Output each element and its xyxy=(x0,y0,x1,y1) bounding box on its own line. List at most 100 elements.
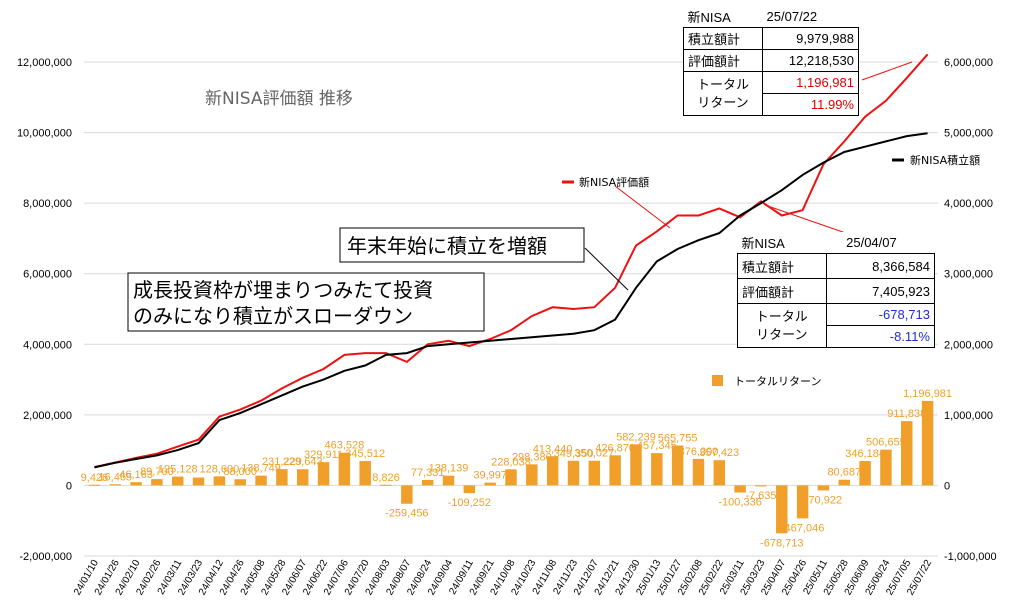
bar xyxy=(796,485,809,519)
table-latest-row-value: 9,979,988 xyxy=(762,27,859,50)
leader-latest xyxy=(861,61,913,81)
table-0407-row-label: 積立額計 xyxy=(737,253,827,279)
bar xyxy=(463,485,476,494)
table-latest-row-value: 12,218,530 xyxy=(762,49,859,72)
bar xyxy=(88,484,101,486)
legend-return: トータルリターン xyxy=(712,375,821,388)
bar-data-label: 1,196,981 xyxy=(903,388,952,400)
return-label-1: トータル xyxy=(755,308,808,324)
bar-data-label: 125,128 xyxy=(158,464,198,476)
table-latest: 新NISA 25/07/22 積立額計 9,979,988 評価額計 12,21… xyxy=(682,6,859,116)
bar xyxy=(296,469,309,486)
bar xyxy=(380,484,392,486)
bar-data-label: 231,229 xyxy=(262,456,302,468)
bar-data-label: 346,184 xyxy=(845,448,885,460)
bar xyxy=(109,484,121,486)
bar xyxy=(234,479,246,486)
table-latest-date: 25/07/22 xyxy=(766,9,818,24)
bar xyxy=(567,460,580,486)
table-0407-return-pct: -8.11% xyxy=(825,325,936,348)
callout-year-end: 年末年始に積立を増額 xyxy=(339,227,629,291)
bar-data-label: 9,426 xyxy=(81,472,109,484)
bar-data-label: 457,345 xyxy=(637,440,677,452)
legend-tsumitate-label: 新NISA積立額 xyxy=(910,153,980,167)
legend-hyoka-label: 新NISA評価額 xyxy=(579,175,649,189)
table-0407-return-value: -678,713 xyxy=(825,303,936,326)
bar-data-label: 16,465 xyxy=(98,471,132,483)
bar xyxy=(172,476,184,486)
left-axis-tick: 10,000,000 xyxy=(17,128,72,140)
bar xyxy=(921,400,934,486)
bar-data-label: 565,755 xyxy=(658,433,698,445)
bar-data-label: 88,000 xyxy=(223,466,257,478)
right-axis-tick: 3,000,000 xyxy=(944,269,993,281)
bar-data-label: 298,380 xyxy=(512,451,552,463)
bar xyxy=(880,449,892,486)
bar-data-label: 77,331 xyxy=(411,467,445,479)
bar xyxy=(755,485,767,487)
bar xyxy=(901,421,913,486)
right-axis-tick: 6,000,000 xyxy=(944,57,993,69)
table-0407: 新NISA 25/04/07 積立額計 8,366,584 評価額計 7,405… xyxy=(737,232,936,348)
bar-data-label: -7,635 xyxy=(745,490,776,502)
bar xyxy=(546,456,559,486)
table-latest-row-label: 評価額計 xyxy=(682,49,764,72)
bar-data-label: 138,749 xyxy=(241,463,281,475)
bar-data-label: -467,046 xyxy=(781,522,824,534)
table-latest-label: 新NISA xyxy=(687,10,731,25)
table-latest-return-pct: 11.99% xyxy=(762,93,859,116)
bar-data-label: -100,336 xyxy=(718,497,761,509)
bar xyxy=(838,479,850,486)
left-axis-tick: 12,000,000 xyxy=(17,57,72,69)
bar xyxy=(442,475,455,486)
table-0407-row-value: 7,405,923 xyxy=(825,278,936,304)
right-axis-tick: 4,000,000 xyxy=(944,198,993,210)
bar xyxy=(151,479,163,486)
chart-title: 新NISA評価額 推移 xyxy=(205,89,353,109)
left-axis-tick: 2,000,000 xyxy=(23,410,72,422)
table-latest-return-label: トータル リターン xyxy=(682,71,764,116)
bar xyxy=(192,477,205,486)
bar xyxy=(130,482,142,486)
leader-hyoka xyxy=(614,185,671,229)
legend-tsumitate: 新NISA積立額 xyxy=(892,153,980,167)
table-latest-return-value: 1,196,981 xyxy=(762,71,859,94)
bar-data-label: 46,163 xyxy=(119,469,153,481)
bar-data-label: -70,922 xyxy=(805,494,842,506)
bar-data-label: 329,911 xyxy=(304,449,343,461)
legend-return-label: トータルリターン xyxy=(734,375,821,388)
bar xyxy=(276,469,288,486)
bar-data-label: 350,027 xyxy=(574,448,614,460)
bar-data-label: 426,870 xyxy=(595,442,635,454)
bar-data-label: 349,350 xyxy=(554,448,594,460)
bar xyxy=(421,479,434,486)
bar-data-label: 345,512 xyxy=(345,448,385,460)
table-0407-label: 新NISA xyxy=(741,236,785,251)
bar xyxy=(713,460,726,486)
bar xyxy=(671,445,684,486)
callout-waku-line1: 成長投資枠が埋まりつみたて投資 xyxy=(133,278,433,302)
bar xyxy=(651,453,663,486)
bar-data-label: 228,038 xyxy=(491,456,531,468)
table-0407-date: 25/04/07 xyxy=(846,235,897,250)
bar xyxy=(401,485,413,504)
bar-data-label: 80,687 xyxy=(827,467,861,479)
bar-data-label: 357,423 xyxy=(699,447,739,459)
table-0407-return-label: トータル リターン xyxy=(737,303,827,348)
bar xyxy=(484,482,496,486)
right-axis-tick: 5,000,000 xyxy=(944,128,993,140)
bar xyxy=(505,469,517,486)
callout-year-end-text: 年末年始に積立を増額 xyxy=(347,234,547,258)
bar-data-label: 8,826 xyxy=(372,472,400,484)
bar-data-label: 89,700 xyxy=(140,466,174,478)
bar xyxy=(255,475,267,486)
bar xyxy=(630,444,642,486)
left-axis-tick: 6,000,000 xyxy=(23,269,72,281)
right-axis-tick: -1,000,000 xyxy=(944,551,997,563)
callout-waku-line2: のみになり積立がスローダウン xyxy=(133,304,413,328)
bar-data-label: 413,440 xyxy=(533,443,573,455)
left-axis-tick: 0 xyxy=(66,480,72,492)
bar-data-label: 229,643 xyxy=(283,456,323,468)
bar-data-label: -678,713 xyxy=(760,537,803,549)
bar-data-label: -259,456 xyxy=(385,508,428,520)
